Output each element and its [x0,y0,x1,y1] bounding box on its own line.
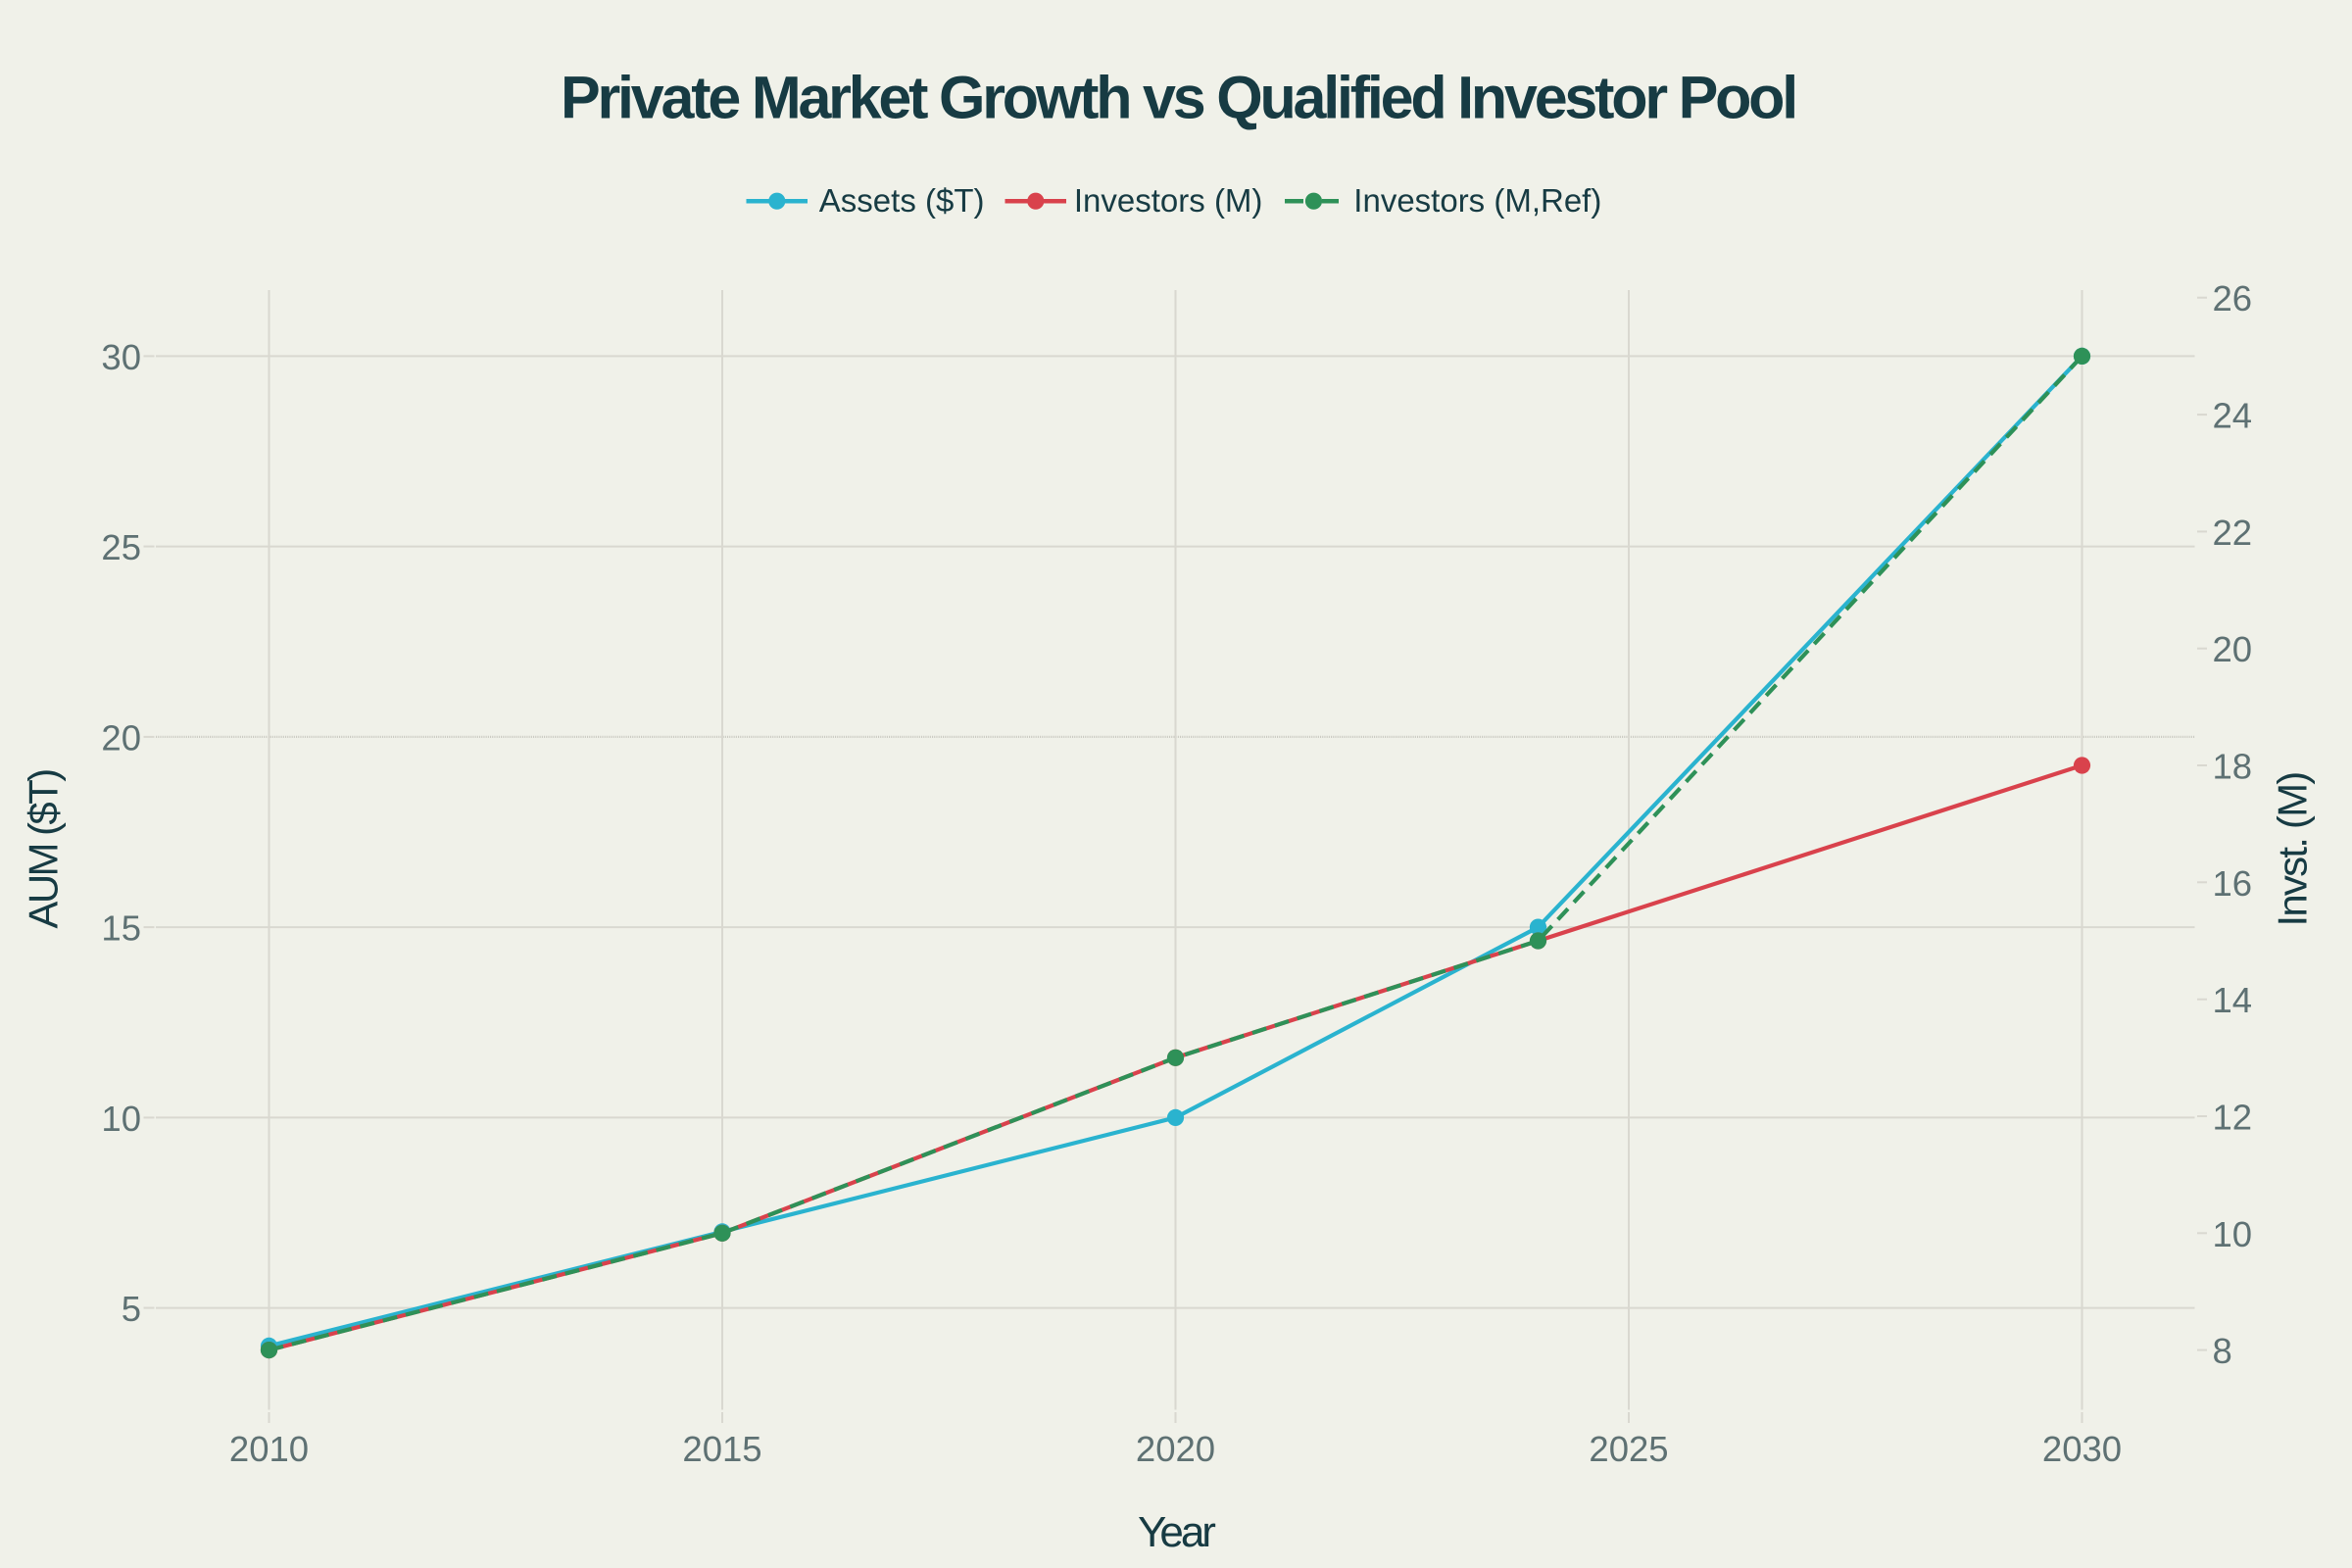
svg-text:25: 25 [101,527,141,567]
svg-text:10: 10 [2213,1214,2253,1254]
svg-text:Year: Year [1138,1508,1215,1556]
svg-text:Assets ($T): Assets ($T) [819,182,985,219]
svg-text:5: 5 [122,1289,141,1329]
svg-text:Investors (M): Investors (M) [1074,182,1263,219]
svg-text:18: 18 [2213,747,2253,787]
svg-text:24: 24 [2213,396,2253,436]
svg-text:30: 30 [101,337,141,377]
svg-text:20: 20 [2213,629,2253,669]
svg-text:2030: 2030 [2042,1429,2122,1469]
svg-text:16: 16 [2213,863,2253,904]
svg-text:12: 12 [2213,1098,2253,1138]
svg-text:10: 10 [101,1099,141,1139]
svg-text:Invst. (M): Invst. (M) [2270,773,2316,927]
svg-text:Private Market Growth vs Quali: Private Market Growth vs Qualified Inves… [561,65,1795,131]
svg-text:14: 14 [2213,980,2253,1020]
svg-text:2025: 2025 [1589,1429,1668,1469]
svg-text:2010: 2010 [229,1429,309,1469]
svg-text:AUM ($T): AUM ($T) [21,770,67,929]
svg-text:2015: 2015 [682,1429,761,1469]
svg-text:Investors (M,Ref): Investors (M,Ref) [1353,182,1601,219]
svg-text:2020: 2020 [1136,1429,1215,1469]
svg-text:22: 22 [2213,513,2253,553]
svg-text:20: 20 [101,717,141,758]
svg-text:26: 26 [2213,278,2253,318]
svg-text:8: 8 [2213,1331,2232,1371]
svg-text:15: 15 [101,908,141,949]
